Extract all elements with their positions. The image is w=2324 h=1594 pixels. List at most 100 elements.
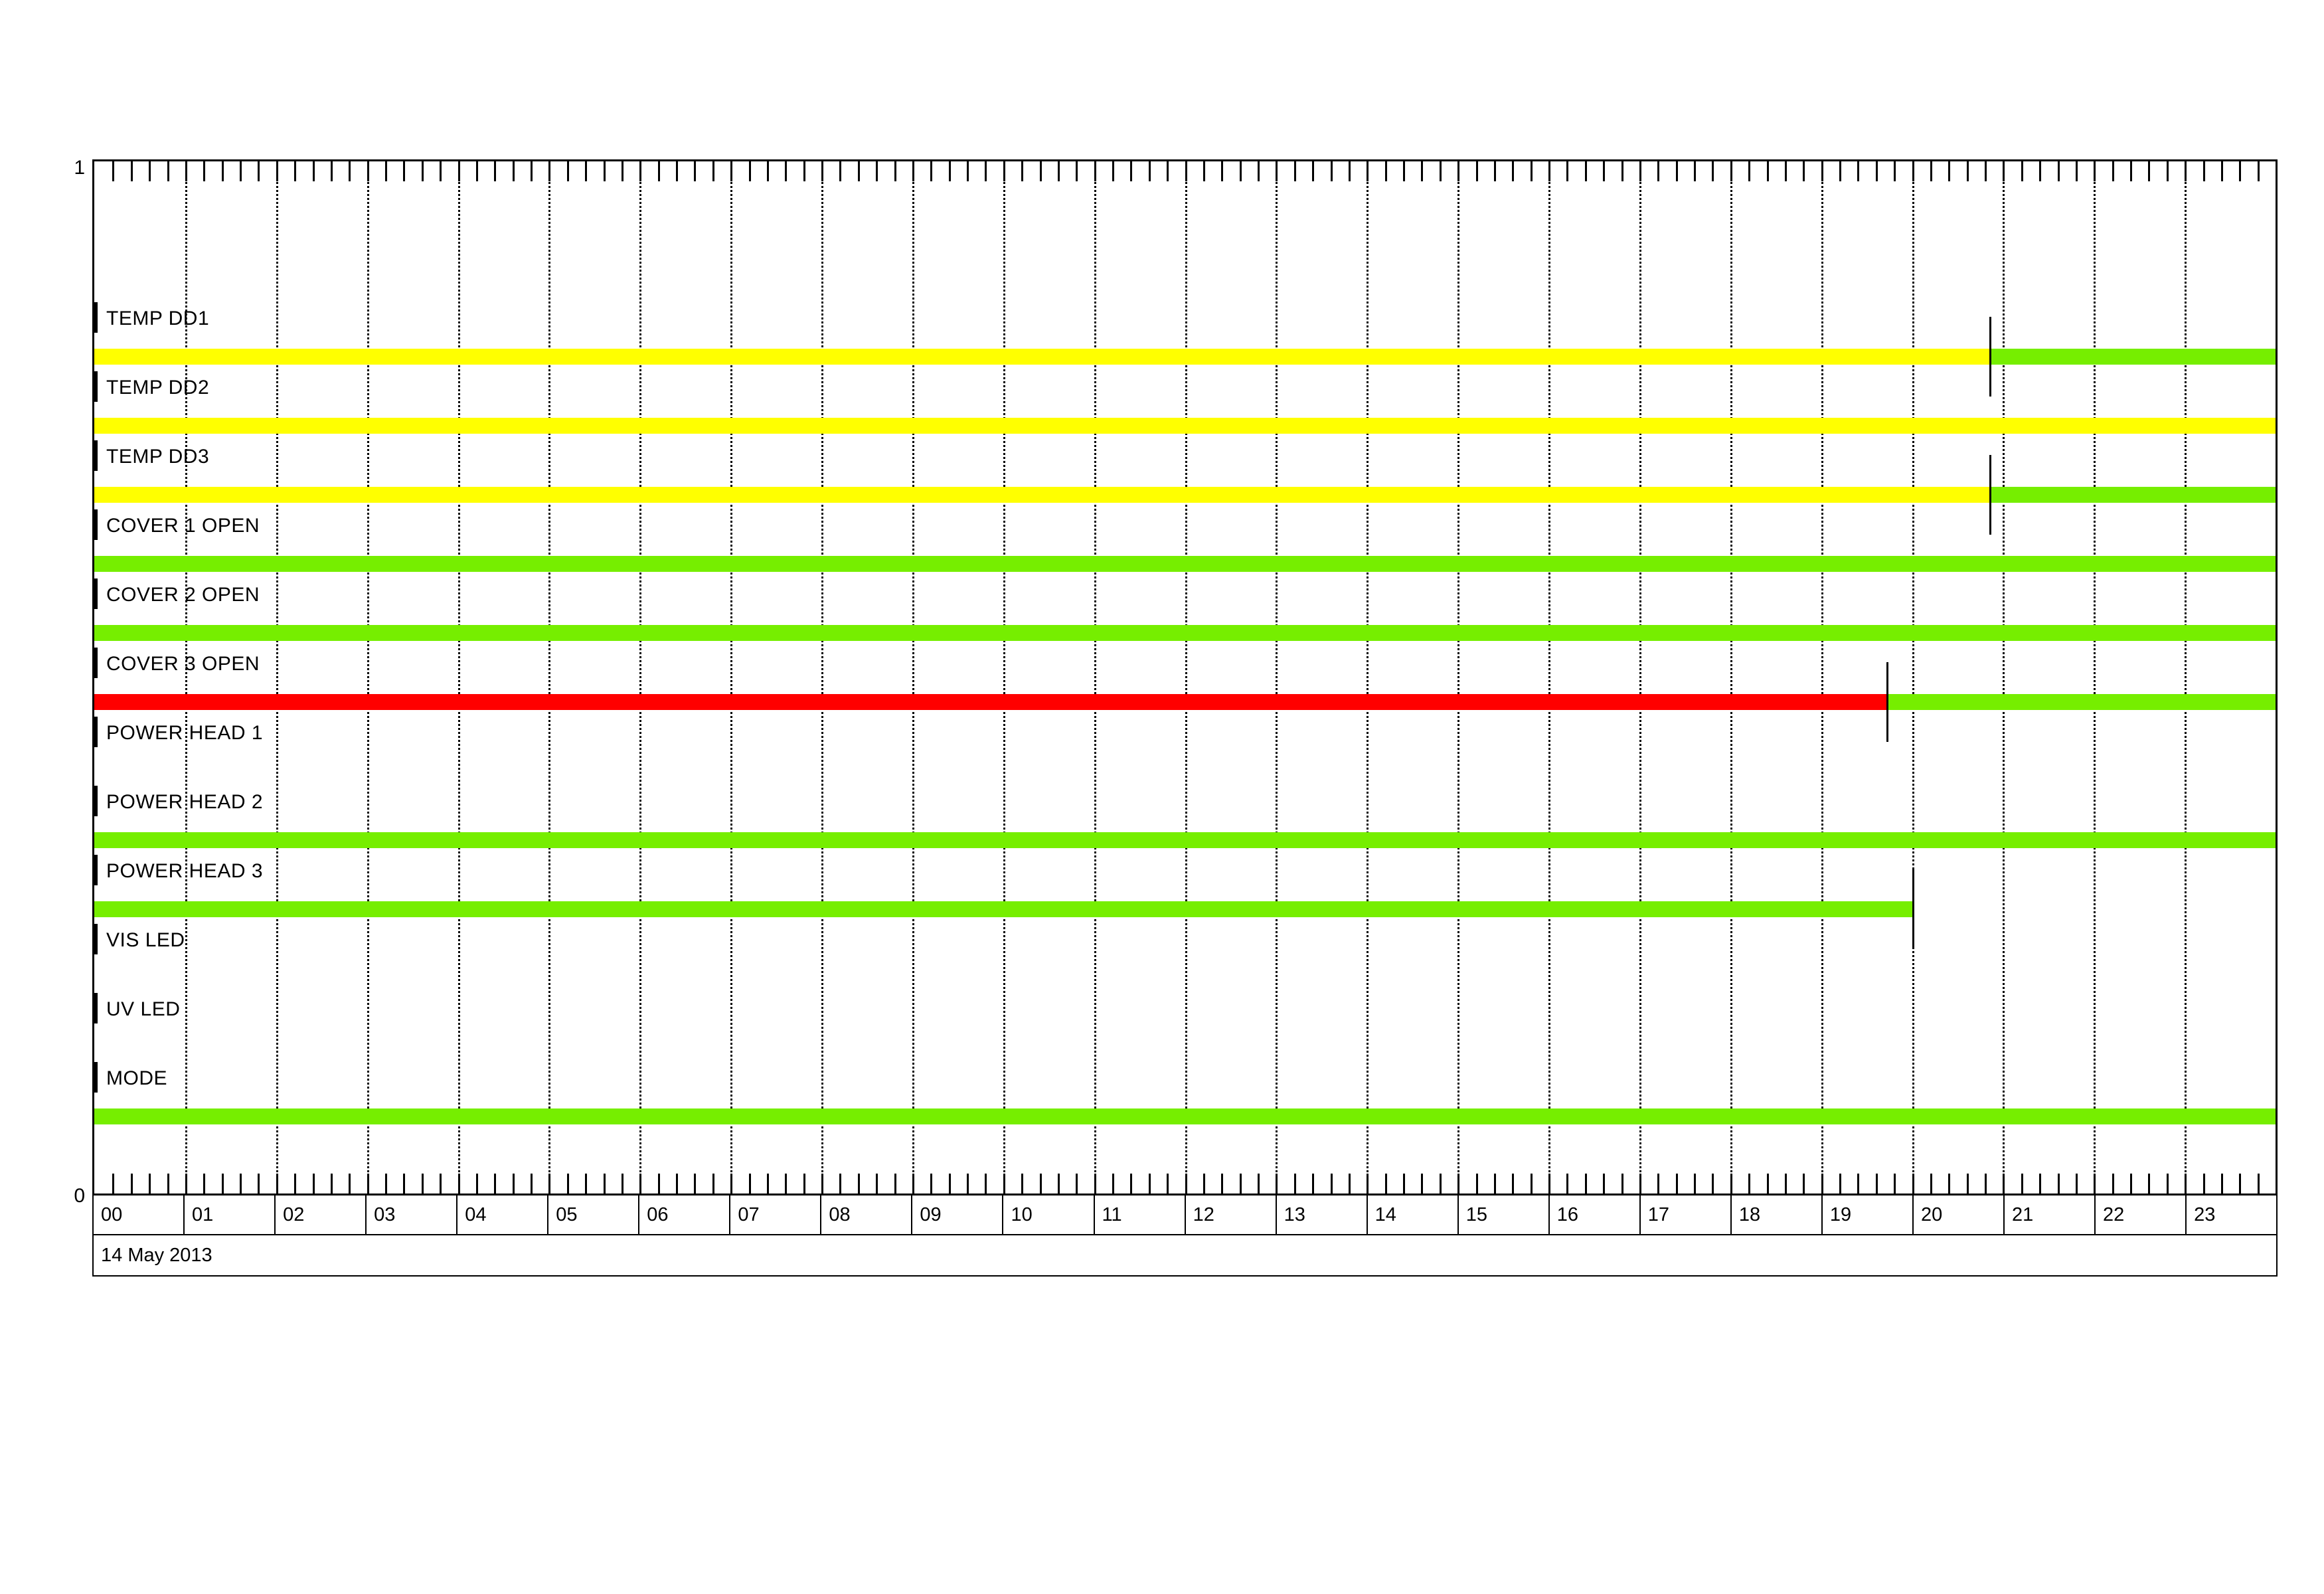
event-marker-temp-dd1 bbox=[1989, 317, 1991, 397]
minor-tick-bottom bbox=[2075, 1174, 2078, 1194]
minor-tick-bottom bbox=[1421, 1174, 1424, 1194]
minor-tick-top bbox=[785, 161, 788, 181]
minor-tick-top bbox=[1203, 161, 1205, 181]
minor-tick-bottom bbox=[2239, 1174, 2242, 1194]
gridline-hour-12 bbox=[1185, 161, 1187, 1194]
channel-label-temp-dd2: TEMP DD2 bbox=[106, 377, 210, 398]
major-tick-top bbox=[2003, 161, 2005, 181]
minor-tick-bottom bbox=[1530, 1174, 1533, 1194]
minor-tick-bottom bbox=[2148, 1174, 2151, 1194]
hour-label-05: 05 bbox=[548, 1196, 640, 1234]
minor-tick-bottom bbox=[1167, 1174, 1169, 1194]
minor-tick-bottom bbox=[1875, 1174, 1878, 1194]
status-bar-cover-3-open-ok bbox=[1886, 694, 2276, 710]
status-bar-temp-dd2-warn bbox=[94, 418, 2276, 434]
minor-tick-top bbox=[2130, 161, 2132, 181]
minor-tick-top bbox=[1875, 161, 1878, 181]
minor-tick-bottom bbox=[1621, 1174, 1623, 1194]
minor-tick-bottom bbox=[494, 1174, 497, 1194]
status-bar-power-head-2-ok bbox=[94, 832, 2276, 848]
minor-tick-top bbox=[2039, 161, 2042, 181]
major-tick-top bbox=[1639, 161, 1641, 181]
minor-tick-bottom bbox=[203, 1174, 206, 1194]
minor-tick-bottom bbox=[2257, 1174, 2260, 1194]
major-tick-bottom bbox=[1367, 1174, 1369, 1194]
minor-tick-top bbox=[2202, 161, 2205, 181]
major-tick-top bbox=[1003, 161, 1005, 181]
minor-tick-bottom bbox=[475, 1174, 478, 1194]
minor-tick-bottom bbox=[1076, 1174, 1078, 1194]
minor-tick-bottom bbox=[312, 1174, 315, 1194]
minor-tick-bottom bbox=[894, 1174, 896, 1194]
minor-tick-top bbox=[203, 161, 206, 181]
channel-label-power-head-2: POWER HEAD 2 bbox=[106, 791, 264, 813]
minor-tick-bottom bbox=[1312, 1174, 1315, 1194]
minor-tick-bottom bbox=[621, 1174, 623, 1194]
status-bar-temp-dd1-warn bbox=[94, 349, 1989, 365]
gridline-hour-11 bbox=[1094, 161, 1096, 1194]
minor-tick-bottom bbox=[349, 1174, 351, 1194]
minor-tick-bottom bbox=[2220, 1174, 2223, 1194]
minor-tick-bottom bbox=[1039, 1174, 1042, 1194]
minor-tick-top bbox=[1112, 161, 1114, 181]
gridline-hour-20 bbox=[1912, 161, 1914, 1194]
minor-tick-bottom bbox=[1475, 1174, 1478, 1194]
minor-tick-top bbox=[403, 161, 406, 181]
minor-tick-bottom bbox=[1766, 1174, 1769, 1194]
major-tick-bottom bbox=[639, 1174, 642, 1194]
minor-tick-top bbox=[839, 161, 842, 181]
major-tick-bottom bbox=[1912, 1174, 1914, 1194]
major-tick-top bbox=[2185, 161, 2187, 181]
minor-tick-top bbox=[585, 161, 588, 181]
minor-tick-bottom bbox=[1712, 1174, 1714, 1194]
major-tick-top bbox=[639, 161, 642, 181]
hour-label-18: 18 bbox=[1732, 1196, 1823, 1234]
minor-tick-top bbox=[1948, 161, 1951, 181]
minor-tick-bottom bbox=[657, 1174, 660, 1194]
hour-label-07: 07 bbox=[730, 1196, 822, 1234]
minor-tick-top bbox=[2075, 161, 2078, 181]
minor-tick-bottom bbox=[1330, 1174, 1333, 1194]
gridline-hour-02 bbox=[276, 161, 278, 1194]
minor-tick-top bbox=[494, 161, 497, 181]
hour-label-16: 16 bbox=[1550, 1196, 1641, 1234]
gridline-hour-22 bbox=[2094, 161, 2096, 1194]
channel-label-mode: MODE bbox=[106, 1067, 167, 1089]
minor-tick-top bbox=[1258, 161, 1260, 181]
minor-tick-bottom bbox=[1839, 1174, 1841, 1194]
minor-tick-bottom bbox=[294, 1174, 297, 1194]
minor-tick-bottom bbox=[1675, 1174, 1678, 1194]
major-tick-bottom bbox=[912, 1174, 914, 1194]
minor-tick-bottom bbox=[1566, 1174, 1569, 1194]
major-tick-bottom bbox=[185, 1174, 187, 1194]
minor-tick-bottom bbox=[403, 1174, 406, 1194]
minor-tick-bottom bbox=[221, 1174, 224, 1194]
minor-tick-top bbox=[475, 161, 478, 181]
minor-tick-bottom bbox=[330, 1174, 333, 1194]
event-marker-temp-dd3 bbox=[1989, 455, 1991, 535]
minor-tick-bottom bbox=[1021, 1174, 1024, 1194]
gridline-hour-19 bbox=[1821, 161, 1823, 1194]
minor-tick-top bbox=[112, 161, 115, 181]
minor-tick-bottom bbox=[2202, 1174, 2205, 1194]
major-tick-top bbox=[1548, 161, 1550, 181]
hour-label-20: 20 bbox=[1914, 1196, 2005, 1234]
minor-tick-top bbox=[621, 161, 623, 181]
minor-tick-top bbox=[1384, 161, 1387, 181]
minor-tick-top bbox=[803, 161, 805, 181]
channel-label-power-head-3: POWER HEAD 3 bbox=[106, 860, 264, 882]
gridline-hour-17 bbox=[1639, 161, 1641, 1194]
channel-tick-cover-1-open bbox=[94, 509, 98, 540]
minor-tick-top bbox=[876, 161, 878, 181]
minor-tick-top bbox=[676, 161, 678, 181]
minor-tick-top bbox=[748, 161, 751, 181]
minor-tick-top bbox=[1530, 161, 1533, 181]
minor-tick-top bbox=[240, 161, 242, 181]
event-marker-cover-3-open bbox=[1886, 662, 1889, 742]
minor-tick-top bbox=[1839, 161, 1841, 181]
major-tick-bottom bbox=[730, 1174, 733, 1194]
gridline-hour-15 bbox=[1457, 161, 1460, 1194]
minor-tick-top bbox=[512, 161, 515, 181]
minor-tick-bottom bbox=[1584, 1174, 1587, 1194]
minor-tick-top bbox=[294, 161, 297, 181]
